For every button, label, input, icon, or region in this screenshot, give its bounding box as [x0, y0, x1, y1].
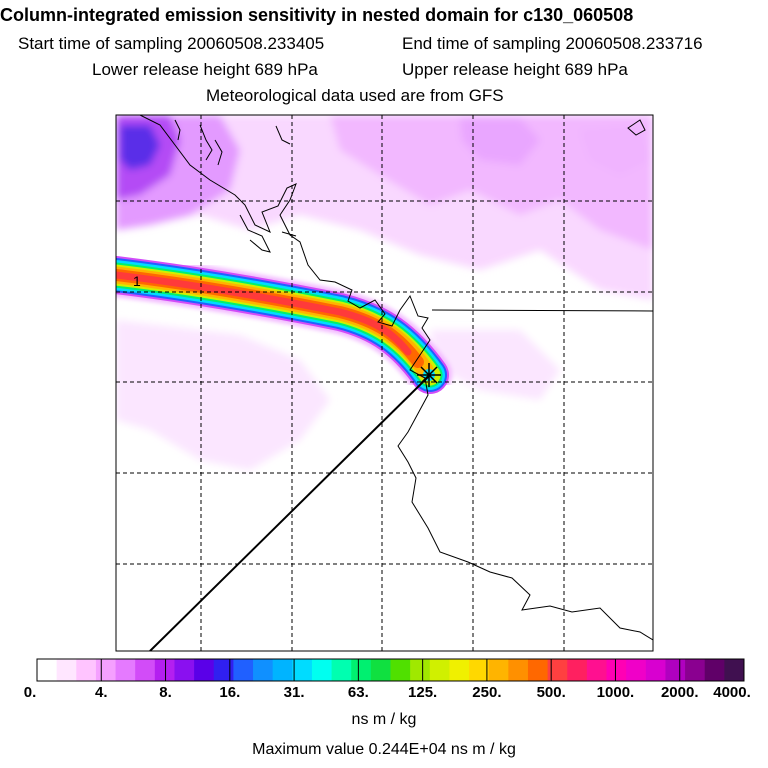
coastline-islands — [174, 119, 297, 253]
colorbar-swatch — [194, 659, 215, 681]
colorbar-swatch — [685, 659, 706, 681]
release-point-marker — [417, 363, 441, 387]
colorbar-tick-label: 8. — [159, 684, 172, 701]
colorbar-frame — [36, 658, 745, 682]
colorbar-swatch — [665, 659, 686, 681]
release-marker-label: 1 — [133, 273, 141, 289]
colorbar-swatch — [351, 659, 372, 681]
upper-release-height-label: Upper release height 689 hPa — [402, 60, 628, 79]
colorbar-swatch — [292, 659, 313, 681]
colorbar-swatch — [645, 659, 666, 681]
colorbar-swatch — [626, 659, 647, 681]
colorbar-units: ns m / kg — [351, 711, 417, 728]
colorbar-swatch — [410, 659, 431, 681]
colorbar-swatch — [586, 659, 608, 681]
colorbar-tick-label: 0. — [23, 684, 37, 701]
colorbar-swatch — [547, 659, 568, 681]
colorbar-swatch — [233, 659, 254, 681]
colorbar-swatch — [508, 659, 529, 681]
lower-release-height-label: Lower release height 689 hPa — [92, 60, 318, 79]
colorbar-swatch — [488, 659, 509, 681]
colorbar-tick-label: 4. — [95, 684, 108, 701]
border-line — [431, 309, 653, 312]
colorbar-swatch — [272, 659, 293, 681]
colorbar-swatch — [390, 659, 411, 681]
colorbar-tick-label: 16. — [219, 684, 241, 701]
colorbar-swatch — [135, 659, 156, 681]
colorbar-swatch — [449, 659, 470, 681]
colorbar-tick-label: 250. — [472, 684, 502, 701]
colorbar-tick-label: 1000. — [596, 684, 635, 701]
colorbar-swatch — [704, 659, 725, 681]
grid-lines — [116, 115, 653, 651]
colorbar-swatch — [95, 659, 117, 681]
lake-outline — [627, 119, 646, 136]
colorbar-swatch — [311, 659, 333, 681]
colorbar-tick-label: 4000. — [713, 684, 751, 701]
coastline — [139, 115, 653, 641]
colorbar-tick-label: 500. — [536, 684, 566, 701]
colorbar — [37, 659, 745, 681]
colorbar-swatch — [429, 659, 450, 681]
meteorological-data-label: Meteorological data used are from GFS — [206, 86, 504, 105]
colorbar-swatch — [253, 659, 274, 681]
colorbar-swatch — [331, 659, 352, 681]
colorbar-swatch — [154, 659, 175, 681]
colorbar-swatch — [567, 659, 588, 681]
colorbar-swatch — [527, 659, 549, 681]
colorbar-swatch — [724, 659, 745, 681]
end-time-label: End time of sampling 20060508.233716 — [402, 34, 703, 53]
maximum-value-label: Maximum value 0.244E+04 ns m / kg — [252, 741, 516, 758]
colorbar-swatch — [76, 659, 97, 681]
flight-track-line — [149, 374, 431, 651]
colorbar-swatch — [469, 659, 490, 681]
colorbar-swatch — [174, 659, 195, 681]
colorbar-tick-label: 125. — [408, 684, 438, 701]
colorbar-swatch — [213, 659, 234, 681]
colorbar-swatch — [115, 659, 136, 681]
colorbar-tick-label: 31. — [283, 684, 305, 701]
colorbar-tick-label: 63. — [347, 684, 369, 701]
map-frame — [115, 114, 654, 652]
colorbar-swatch — [606, 659, 627, 681]
colorbar-tick-label: 2000. — [660, 684, 699, 701]
start-time-label: Start time of sampling 20060508.233405 — [18, 34, 325, 53]
emission-plume — [116, 253, 452, 397]
colorbar-swatch — [37, 659, 58, 681]
plot-title: Column-integrated emission sensitivity i… — [0, 5, 634, 25]
sensitivity-field — [116, 115, 653, 651]
colorbar-swatch — [370, 659, 391, 681]
background-sensitivity — [116, 115, 653, 470]
colorbar-swatch — [56, 659, 77, 681]
